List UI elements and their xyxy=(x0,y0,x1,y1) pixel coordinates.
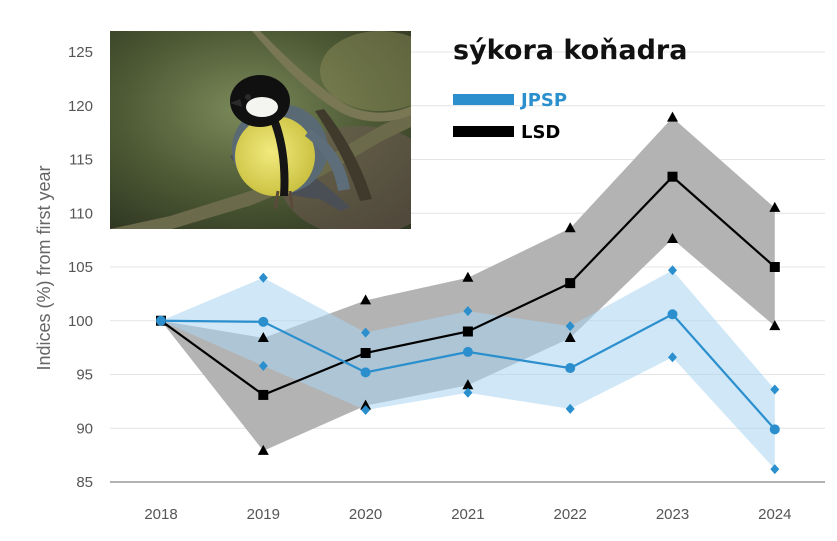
upper-bound-marker-jpsp xyxy=(770,384,780,395)
data-point-lsd xyxy=(667,171,678,182)
x-tick-label: 2021 xyxy=(451,506,484,523)
upper-bound-marker-lsd xyxy=(257,331,269,342)
data-point-jpsp xyxy=(258,316,269,327)
lower-bound-marker-lsd xyxy=(667,233,678,244)
data-point-lsd xyxy=(258,389,269,400)
lower-bound-marker-jpsp xyxy=(361,404,371,415)
lower-bound-marker-lsd xyxy=(769,320,781,331)
legend-swatch-jpsp xyxy=(453,94,514,105)
data-point-jpsp xyxy=(360,367,371,378)
data-point-lsd xyxy=(462,326,473,337)
y-tick-label: 105 xyxy=(68,259,93,276)
x-tick-label: 2023 xyxy=(656,506,689,523)
y-tick-label: 120 xyxy=(68,98,93,115)
legend-label-lsd: LSD xyxy=(521,122,560,143)
upper-bound-marker-jpsp xyxy=(361,327,371,338)
chart-title: sýkora koňadra xyxy=(453,35,687,66)
x-tick-label: 2022 xyxy=(554,506,587,523)
y-tick-label: 115 xyxy=(69,152,93,169)
legend-swatch-lsd xyxy=(453,126,514,137)
y-tick-label: 95 xyxy=(76,367,93,384)
upper-bound-marker-jpsp xyxy=(668,265,677,276)
y-tick-label: 90 xyxy=(76,420,93,437)
lower-bound-marker-lsd xyxy=(360,399,372,410)
y-tick-label: 125 xyxy=(68,44,93,61)
bird-photo xyxy=(110,31,411,229)
lower-bound-marker-jpsp xyxy=(463,387,473,398)
confidence-bands xyxy=(161,117,775,470)
x-axis-ticks: 2018 2019 2020 2021 2022 2023 2024 xyxy=(144,506,791,523)
data-point-jpsp xyxy=(462,346,473,357)
upper-bound-marker-lsd xyxy=(462,271,474,282)
legend: JPSP LSD xyxy=(453,90,567,143)
legend-label-jpsp: JPSP xyxy=(519,90,567,111)
upper-bound-marker-jpsp xyxy=(565,321,575,332)
y-tick-label: 110 xyxy=(69,205,93,222)
upper-bound-marker-lsd xyxy=(769,201,781,212)
upper-bound-marker-jpsp xyxy=(463,306,473,317)
series-markers xyxy=(156,111,781,475)
x-tick-label: 2024 xyxy=(758,506,791,523)
x-tick-label: 2019 xyxy=(247,506,280,523)
y-tick-label: 100 xyxy=(68,313,93,330)
y-axis-ticks: 85 90 95 100 105 110 115 120 125 xyxy=(68,44,93,491)
lower-bound-marker-jpsp xyxy=(565,403,575,414)
data-point-lsd xyxy=(360,348,371,358)
upper-bound-marker-lsd xyxy=(360,294,372,305)
upper-bound-marker-lsd xyxy=(667,111,678,122)
y-axis-label: Indices (%) from first year xyxy=(34,165,54,370)
data-point-lsd xyxy=(769,262,780,272)
lower-bound-marker-lsd xyxy=(462,379,474,390)
lower-bound-marker-jpsp xyxy=(770,464,780,475)
confidence-band-jpsp xyxy=(161,270,775,470)
upper-bound-marker-jpsp xyxy=(258,272,268,283)
lower-bound-marker-lsd xyxy=(257,444,269,455)
data-point-jpsp xyxy=(769,424,780,435)
upper-bound-marker-lsd xyxy=(564,222,576,233)
great-tit-bird-photo xyxy=(110,31,411,229)
x-tick-label: 2018 xyxy=(144,506,177,523)
data-point-jpsp xyxy=(156,315,166,326)
data-point-jpsp xyxy=(667,309,678,320)
x-tick-label: 2020 xyxy=(349,506,382,523)
lower-bound-marker-lsd xyxy=(564,331,576,342)
lower-bound-marker-jpsp xyxy=(668,352,677,363)
y-tick-label: 85 xyxy=(76,474,93,491)
data-point-jpsp xyxy=(565,363,576,374)
lower-bound-marker-jpsp xyxy=(258,360,268,371)
data-point-lsd xyxy=(565,278,576,289)
